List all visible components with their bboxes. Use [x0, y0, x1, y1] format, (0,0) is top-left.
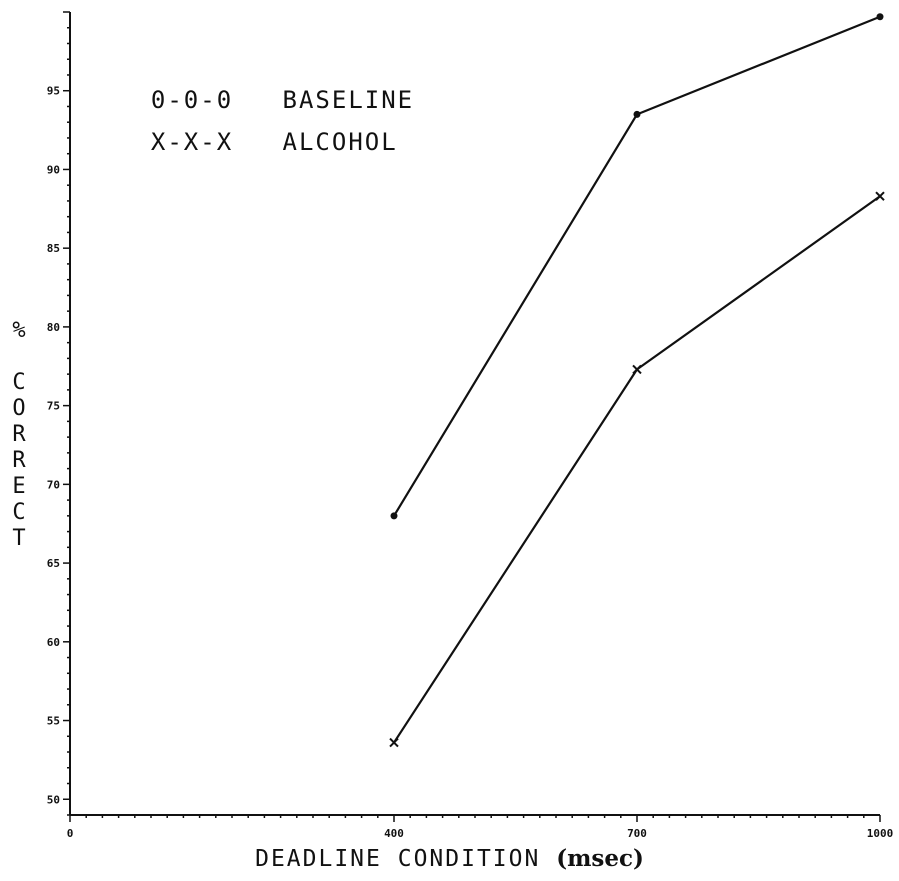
legend-label-baseline: BASELINE	[282, 86, 415, 114]
legend-symbol-baseline: 0-0-0	[150, 86, 234, 114]
y-axis-label-char: E	[12, 474, 26, 499]
x-axis-ticks: 0 400 700 1000	[67, 815, 894, 840]
y-tick-label: 50	[47, 793, 60, 806]
legend-label-alcohol: ALCOHOL	[282, 128, 398, 156]
legend-entry-alcohol: X-X-X ALCOHOL	[118, 100, 398, 156]
y-axis-label-char: R	[12, 448, 26, 473]
y-axis-label-char: %	[12, 318, 26, 343]
legend-symbol-alcohol: X-X-X	[150, 128, 234, 156]
y-axis-label-char	[4, 344, 34, 370]
series-line-alcohol	[393, 195, 881, 744]
data-point-baseline	[390, 512, 398, 520]
y-tick-label: 75	[47, 400, 60, 413]
data-point-baseline	[876, 13, 884, 21]
chart-series	[389, 13, 885, 748]
legend-entry-baseline: 0-0-0 BASELINE	[118, 58, 414, 114]
data-point-baseline	[633, 110, 641, 118]
data-point-alcohol	[875, 191, 885, 201]
y-tick-label: 90	[47, 163, 60, 176]
x-axis-unit: (msec)	[556, 845, 644, 872]
x-tick-label: 0	[67, 827, 74, 840]
y-axis-label-char: C	[12, 370, 26, 395]
y-axis-label-char: C	[12, 500, 26, 525]
y-axis-label-char: O	[12, 396, 26, 421]
x-tick-label: 700	[627, 827, 647, 840]
y-tick-label: 60	[47, 636, 60, 649]
y-tick-label: 55	[47, 715, 60, 728]
x-axis-title: DEADLINE CONDITION	[255, 846, 541, 872]
data-point-alcohol	[632, 364, 642, 375]
y-tick-label: 70	[47, 478, 60, 491]
y-tick-label: 65	[47, 557, 60, 570]
y-tick-label: 80	[47, 321, 60, 334]
x-tick-label: 400	[384, 827, 404, 840]
x-axis-label: DEADLINE CONDITION (msec)	[0, 845, 899, 872]
y-axis-ticks: 50 55 60 65 70 75 80 85 90 95	[47, 11, 70, 816]
y-axis-label-char: T	[12, 526, 26, 551]
series-line-baseline	[393, 15, 881, 517]
y-tick-label: 85	[47, 242, 60, 255]
x-tick-label: 1000	[867, 827, 894, 840]
data-point-alcohol	[389, 737, 399, 748]
y-tick-label: 95	[47, 85, 60, 98]
y-axis-label-char: R	[12, 422, 26, 447]
